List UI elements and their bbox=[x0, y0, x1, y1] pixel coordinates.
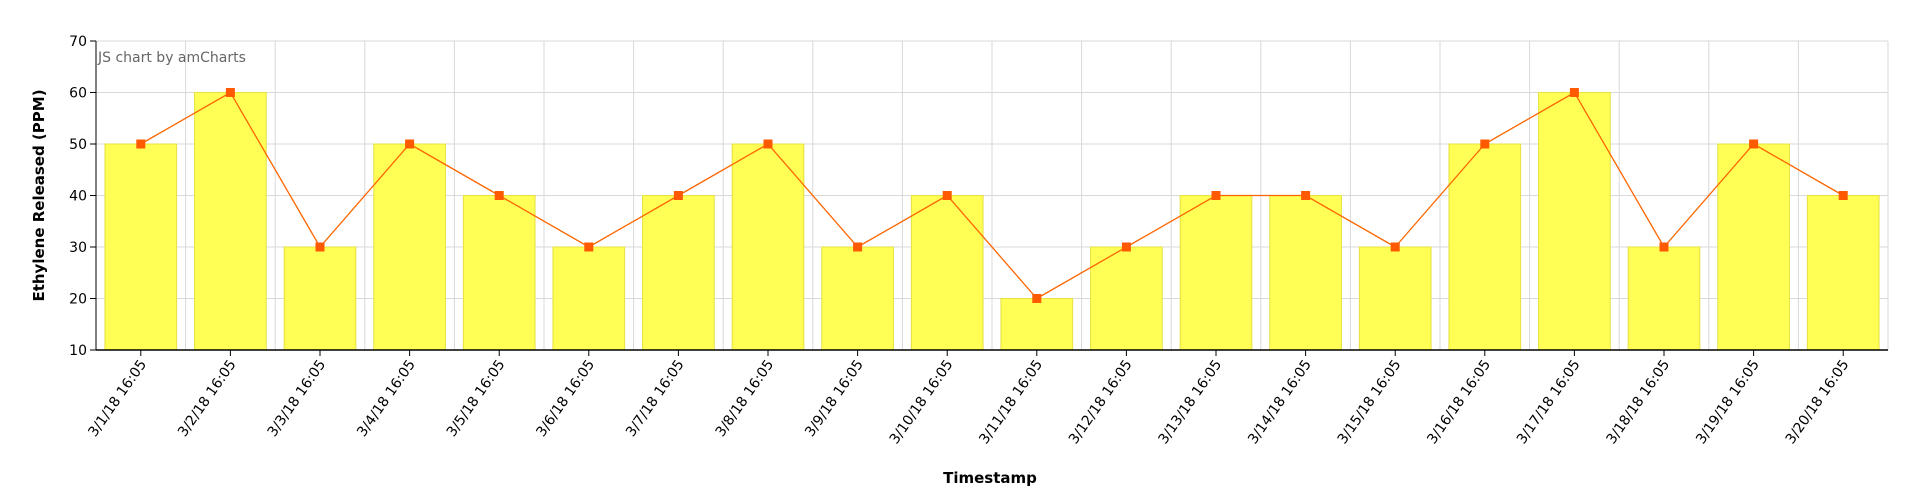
x-tick-label: 3/3/18 16:05 bbox=[265, 357, 330, 440]
line-point bbox=[225, 88, 235, 97]
bar bbox=[194, 92, 267, 351]
bar-layer bbox=[104, 92, 1880, 351]
bar bbox=[1538, 92, 1611, 351]
bar bbox=[1717, 143, 1790, 351]
bar bbox=[642, 195, 715, 351]
bar bbox=[821, 246, 894, 351]
bar bbox=[1179, 195, 1253, 351]
line-layer bbox=[136, 88, 1848, 303]
series-line bbox=[140, 91, 1844, 300]
bar bbox=[1448, 143, 1522, 351]
x-tick-label: 3/7/18 16:05 bbox=[623, 357, 688, 440]
line-point bbox=[1480, 139, 1490, 149]
x-tick-label: 3/14/18 16:05 bbox=[1245, 357, 1315, 447]
line-point bbox=[494, 191, 504, 200]
bar bbox=[373, 143, 446, 351]
bar bbox=[104, 143, 178, 351]
line-point bbox=[1390, 242, 1400, 252]
y-tick-label: 70 bbox=[69, 34, 87, 50]
bar bbox=[462, 195, 536, 351]
x-tick-label: 3/17/18 16:05 bbox=[1514, 357, 1584, 447]
y-tick-label: 20 bbox=[69, 292, 87, 308]
bar bbox=[1000, 298, 1074, 351]
bar bbox=[731, 143, 805, 351]
line-point bbox=[584, 242, 594, 252]
x-tick-label: 3/6/18 16:05 bbox=[533, 357, 598, 440]
line-point bbox=[1838, 191, 1848, 200]
line-point bbox=[315, 242, 325, 252]
y-axis-title: Ethylene Released (PPM) bbox=[30, 89, 48, 301]
line-point bbox=[1659, 242, 1669, 252]
x-tick-label: 3/2/18 16:05 bbox=[175, 357, 240, 440]
x-axis-title: Timestamp bbox=[943, 469, 1037, 487]
line-point bbox=[942, 191, 952, 200]
bar bbox=[910, 195, 984, 351]
grid-layer bbox=[95, 40, 1889, 351]
x-tick-label: 3/10/18 16:05 bbox=[887, 357, 957, 447]
bar bbox=[1627, 246, 1701, 351]
bar bbox=[1090, 246, 1163, 351]
x-tick-label: 3/5/18 16:05 bbox=[444, 357, 509, 440]
line-point bbox=[1121, 242, 1131, 252]
x-tick-label: 3/19/18 16:05 bbox=[1693, 357, 1763, 447]
bar bbox=[283, 246, 357, 351]
bar bbox=[1269, 195, 1342, 351]
line-point bbox=[1301, 191, 1311, 200]
x-tick-label: 3/15/18 16:05 bbox=[1335, 357, 1405, 447]
line-point bbox=[1032, 294, 1042, 303]
y-tick-label: 60 bbox=[69, 86, 87, 102]
line-point bbox=[136, 139, 146, 149]
x-tick-label: 3/8/18 16:05 bbox=[713, 357, 778, 440]
x-tick-label: 3/9/18 16:05 bbox=[802, 357, 867, 440]
bar bbox=[1806, 195, 1880, 351]
bar bbox=[552, 246, 626, 351]
x-tick-label: 3/11/18 16:05 bbox=[976, 357, 1046, 447]
x-tick-label: 3/18/18 16:05 bbox=[1604, 357, 1674, 447]
y-tick-label: 50 bbox=[69, 137, 87, 153]
line-point bbox=[763, 139, 773, 149]
x-tick-label: 3/1/18 16:05 bbox=[85, 357, 150, 440]
y-tick-label: 40 bbox=[69, 189, 87, 205]
line-point bbox=[1749, 139, 1759, 149]
bar bbox=[1358, 246, 1432, 351]
y-tick-label: 10 bbox=[69, 343, 87, 359]
line-point bbox=[1569, 88, 1579, 97]
y-tick-label: 30 bbox=[69, 240, 87, 256]
x-tick-label: 3/12/18 16:05 bbox=[1066, 357, 1136, 447]
line-point bbox=[405, 139, 415, 149]
x-tick-label: 3/20/18 16:05 bbox=[1783, 357, 1853, 447]
line-point bbox=[853, 242, 863, 252]
x-tick-label: 3/13/18 16:05 bbox=[1156, 357, 1226, 447]
line-point bbox=[1211, 191, 1221, 200]
line-point bbox=[673, 191, 683, 200]
x-tick-label: 3/16/18 16:05 bbox=[1424, 357, 1494, 447]
x-tick-label: 3/4/18 16:05 bbox=[354, 357, 419, 440]
chart-credit[interactable]: JS chart by amCharts bbox=[97, 50, 246, 66]
